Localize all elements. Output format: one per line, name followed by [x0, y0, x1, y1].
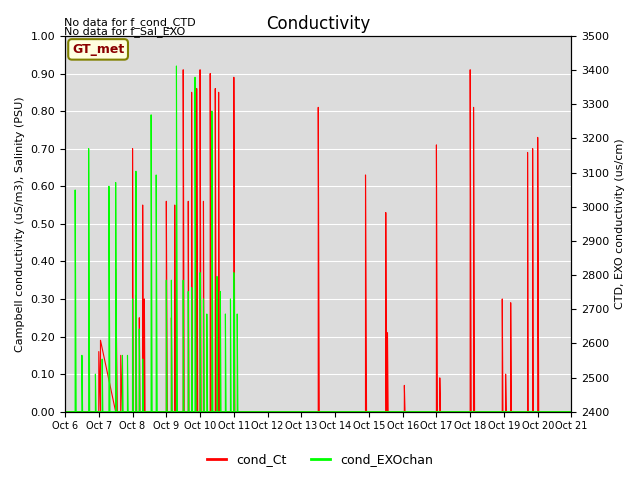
- Text: No data for f_Sal_EXO: No data for f_Sal_EXO: [64, 26, 185, 37]
- Legend: cond_Ct, cond_EXOchan: cond_Ct, cond_EXOchan: [202, 448, 438, 471]
- Y-axis label: CTD, EXO conductivity (us/cm): CTD, EXO conductivity (us/cm): [615, 139, 625, 309]
- Y-axis label: Campbell conductivity (uS/m3), Salinity (PSU): Campbell conductivity (uS/m3), Salinity …: [15, 96, 25, 352]
- Text: No data for f_cond_CTD: No data for f_cond_CTD: [64, 17, 196, 28]
- Title: Conductivity: Conductivity: [266, 15, 371, 33]
- Text: GT_met: GT_met: [72, 43, 124, 56]
